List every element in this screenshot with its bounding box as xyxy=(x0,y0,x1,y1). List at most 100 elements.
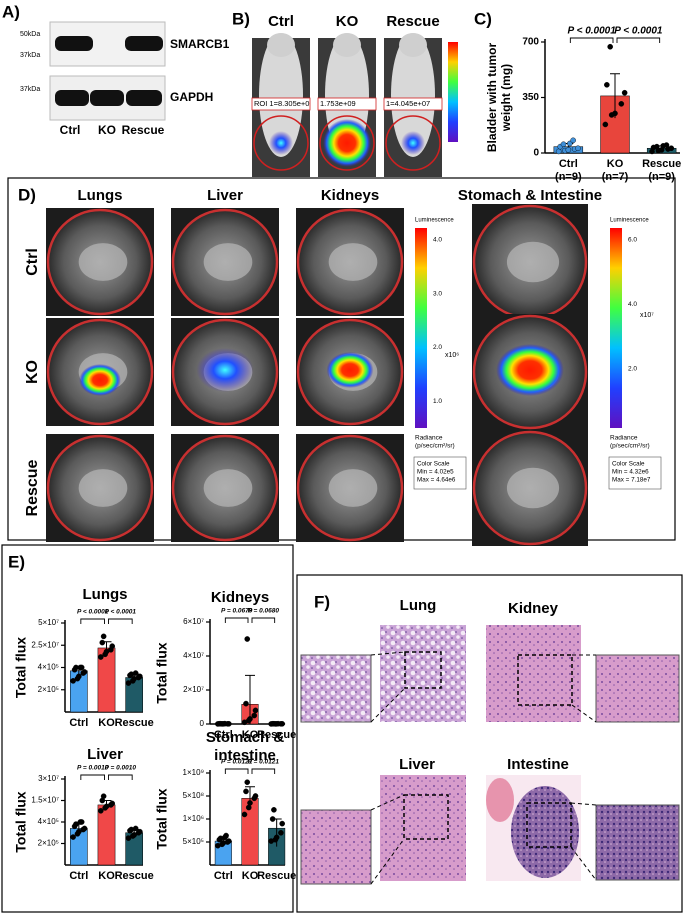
scale-info: Min = 4.02e5 xyxy=(417,469,454,476)
category-note: (n=7) xyxy=(602,171,629,183)
marker-label: 50kDa xyxy=(20,31,40,38)
data-point xyxy=(663,142,670,148)
panel-label: E) xyxy=(8,552,25,571)
x-tick-label: KO xyxy=(242,729,259,741)
data-point xyxy=(668,145,675,152)
data-point xyxy=(244,779,251,786)
mouse-head xyxy=(333,33,361,57)
y-tick-label: 1.5×10⁷ xyxy=(31,796,59,805)
x-tick-label: Ctrl xyxy=(559,158,578,170)
scale-tick: 4.0 xyxy=(628,301,637,308)
p-value: P < 0.0001 xyxy=(105,609,137,616)
data-point xyxy=(226,838,232,844)
chart-title: Kidneys xyxy=(211,589,269,606)
roi-label: 1=4.045e+07 xyxy=(386,99,430,108)
data-point xyxy=(654,143,660,150)
histology-zoom xyxy=(300,809,372,885)
y-tick-label: 5×10⁸ xyxy=(183,791,204,800)
data-point xyxy=(125,680,132,686)
histology-image xyxy=(380,625,466,722)
column-label: Stomach & Intestine xyxy=(458,187,602,204)
x-tick-label: Rescue xyxy=(115,870,154,882)
panel-label: C) xyxy=(474,9,492,28)
roi-box xyxy=(317,97,377,111)
data-point xyxy=(243,788,249,795)
error-bar xyxy=(245,674,255,724)
tissue-section xyxy=(511,786,579,878)
data-point xyxy=(76,673,82,680)
y-tick-label: 350 xyxy=(522,92,539,103)
blot-band xyxy=(90,90,124,106)
significance-bracket xyxy=(108,618,133,624)
data-point xyxy=(78,664,85,671)
roi-box xyxy=(383,97,443,111)
data-point xyxy=(555,148,562,155)
data-point xyxy=(604,82,610,88)
data-point xyxy=(70,834,76,840)
x-tick-label: KO xyxy=(242,870,259,882)
data-point xyxy=(575,145,581,152)
data-point xyxy=(132,825,139,832)
data-point xyxy=(247,716,253,722)
scale-tick: 2.0 xyxy=(433,344,442,351)
y-axis-label: Total flux xyxy=(13,637,29,698)
roi-circle xyxy=(253,115,309,171)
p-value: P < 0.0001 xyxy=(568,26,617,37)
data-point xyxy=(251,712,258,719)
scale-tick: 2.0 xyxy=(628,365,637,372)
data-point xyxy=(100,793,107,800)
panel-label: F) xyxy=(314,592,330,611)
zoom-box xyxy=(403,794,449,840)
luminescence-signal xyxy=(326,352,374,388)
x-tick-label: Rescue xyxy=(257,729,296,741)
x-tick-label: KO xyxy=(98,870,115,882)
data-point xyxy=(244,636,251,642)
histology: Lung Kidney Liver Intestine xyxy=(300,597,680,885)
y-tick-label: 4×10⁷ xyxy=(183,651,204,660)
tissue-label: Kidney xyxy=(508,600,559,617)
data-point xyxy=(278,830,284,836)
mouse-body xyxy=(391,33,435,157)
y-tick-label: 6×10⁷ xyxy=(183,617,204,626)
bar xyxy=(97,804,116,866)
x-tick-label: KO xyxy=(607,158,624,170)
tissue-label: Lung xyxy=(400,597,437,614)
organ-tissue xyxy=(506,467,560,509)
organ-tissue xyxy=(203,469,253,507)
scale-tick: 3.0 xyxy=(433,290,442,297)
blot-band xyxy=(125,36,163,51)
data-point xyxy=(132,670,139,676)
organ-tissue xyxy=(78,243,128,281)
significance-bracket xyxy=(80,618,105,624)
zoom-box xyxy=(526,802,572,848)
data-point xyxy=(70,678,76,684)
scale-multiplier: x10⁷ xyxy=(640,312,654,319)
x-tick-label: Ctrl xyxy=(69,870,88,882)
protein-label: SMARCB1 xyxy=(170,37,230,51)
y-tick-label: 5×10⁷ xyxy=(38,618,59,627)
color-bar xyxy=(448,42,458,142)
color-bar xyxy=(415,228,427,428)
scale-unit: Radiance xyxy=(415,435,443,442)
significance-bracket xyxy=(616,37,661,43)
mouse-images: Ctrl ROI 1=8.305e+0 KO 1.753e+09 Rescue 1=4.0… xyxy=(251,13,443,177)
significance-bracket xyxy=(108,774,133,780)
data-point xyxy=(137,673,143,680)
y-tick-label: 0 xyxy=(533,148,539,159)
x-tick-label: Ctrl xyxy=(214,729,233,741)
p-value: P = 0.0679 xyxy=(221,608,253,615)
data-point xyxy=(241,811,248,818)
y-tick-label: 4×10⁵ xyxy=(38,817,59,826)
y-tick-label: 1×10⁶ xyxy=(183,814,204,823)
luminescence-signal xyxy=(79,364,121,396)
column-label: Kidneys xyxy=(321,187,379,204)
histology-zoom xyxy=(595,804,680,881)
y-tick-label: 700 xyxy=(522,37,539,48)
y-tick-label: 0 xyxy=(200,719,205,728)
data-point xyxy=(78,819,85,825)
data-point xyxy=(222,720,228,727)
data-point xyxy=(252,707,259,714)
x-tick-label: Ctrl xyxy=(69,717,88,729)
